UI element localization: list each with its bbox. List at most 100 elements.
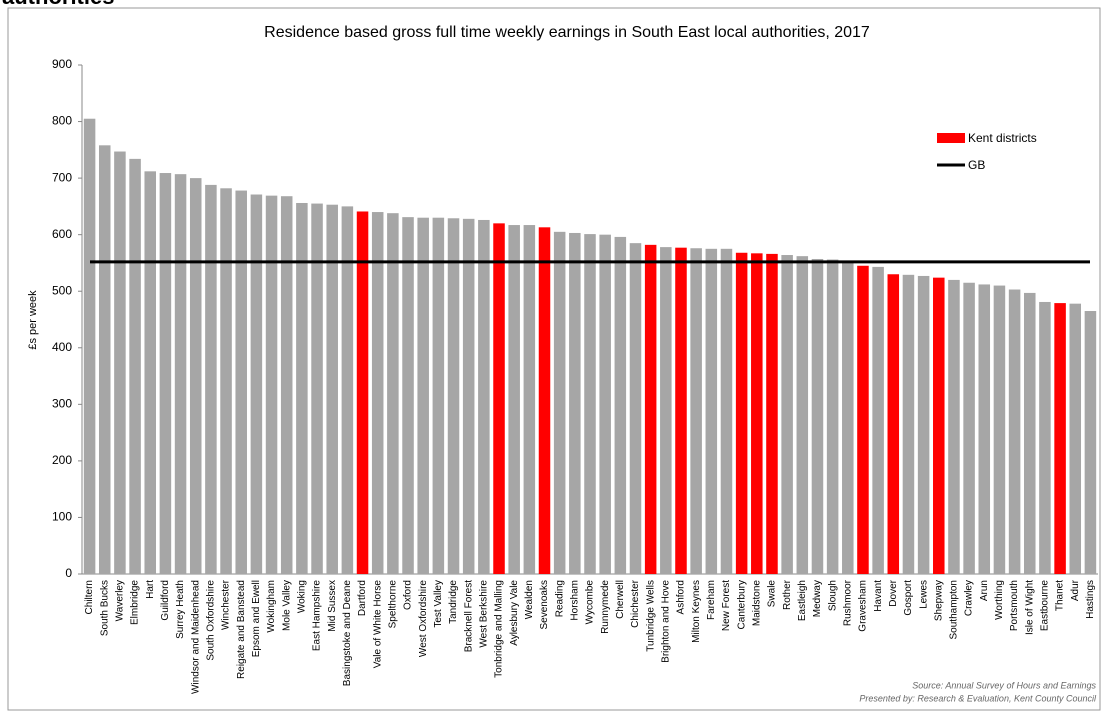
bar — [660, 247, 672, 574]
x-tick-label: Tonbridge and Malling — [494, 580, 505, 678]
y-axis-label: £s per week — [27, 290, 39, 350]
x-tick-label: Wealden — [524, 580, 535, 619]
bar — [174, 174, 187, 574]
x-tick-label: Reading — [554, 580, 565, 617]
x-tick-label: Portsmouth — [1009, 580, 1020, 631]
x-tick-label: Rother — [782, 579, 793, 610]
x-tick-label: Hastings — [1085, 580, 1096, 619]
bar — [599, 234, 611, 574]
bar — [447, 218, 460, 574]
bar — [963, 282, 975, 574]
x-tick-label: Woking — [297, 580, 308, 613]
x-tick-label: Waverley — [115, 580, 126, 621]
bar — [432, 217, 445, 574]
bar — [1008, 289, 1021, 574]
bar — [280, 196, 293, 574]
legend-label: Kent districts — [968, 131, 1037, 145]
legend-swatch — [937, 133, 965, 143]
x-tick-label: Southampton — [949, 580, 960, 640]
x-tick-label: Tunbridge Wells — [645, 580, 656, 652]
bar — [523, 225, 536, 574]
x-tick-label: Dover — [888, 579, 899, 606]
bar — [220, 188, 232, 574]
x-tick-label: Epsom and Ewell — [251, 580, 262, 657]
bar — [326, 204, 338, 575]
bar — [1039, 301, 1051, 574]
bar — [508, 225, 520, 574]
x-tick-label: Spelthorne — [388, 580, 399, 629]
x-tick-label: Chichester — [630, 579, 641, 627]
y-tick-label: 0 — [65, 566, 72, 580]
bar — [720, 248, 733, 575]
bar — [493, 223, 505, 574]
bar — [129, 158, 141, 575]
bar — [902, 274, 915, 574]
bar — [993, 285, 1006, 574]
bar — [371, 212, 384, 575]
x-tick-label: Runnymede — [600, 580, 611, 634]
x-tick-label: Hart — [145, 580, 156, 599]
bar — [250, 194, 263, 575]
x-tick-label: Basingstoke and Deane — [342, 580, 353, 687]
x-tick-label: Crawley — [964, 580, 975, 616]
bar — [1054, 303, 1066, 574]
x-tick-label: Havant — [873, 580, 884, 612]
y-tick-label: 800 — [52, 114, 72, 128]
source-note: Presented by: Research & Evaluation, Ken… — [859, 693, 1097, 703]
source-note: Source: Annual Survey of Hours and Earni… — [912, 680, 1096, 690]
bar — [675, 247, 687, 574]
bar — [341, 206, 354, 574]
x-tick-label: New Forest — [721, 580, 732, 631]
x-tick-label: Eastleigh — [797, 580, 808, 621]
x-tick-label: West Oxfordshire — [418, 580, 429, 657]
bar — [144, 171, 157, 574]
x-tick-label: Maidstone — [751, 580, 762, 627]
bar — [614, 236, 627, 574]
header-fragment: authorities — [2, 0, 114, 9]
x-tick-label: Rushmoor — [842, 579, 853, 626]
y-tick-label: 900 — [52, 57, 72, 71]
x-tick-label: South Bucks — [99, 580, 110, 636]
y-tick-label: 500 — [52, 283, 72, 297]
bar — [857, 265, 869, 574]
bar — [402, 217, 414, 574]
x-tick-label: Vale of White Horse — [372, 580, 383, 669]
x-tick-label: Winchester — [221, 579, 232, 630]
x-tick-label: Fareham — [706, 580, 717, 620]
x-tick-label: Milton Keynes — [691, 580, 702, 643]
bar — [917, 275, 930, 574]
x-tick-label: Brighton and Hove — [660, 580, 671, 663]
x-tick-label: Arun — [979, 580, 990, 601]
x-tick-label: Dartford — [357, 580, 368, 616]
bar — [887, 274, 900, 574]
x-tick-label: West Berkshire — [478, 580, 489, 648]
x-tick-label: Mole Valley — [281, 580, 292, 631]
x-tick-label: Bracknell Forest — [463, 580, 474, 652]
x-tick-label: South Oxfordshire — [206, 580, 217, 661]
bar — [644, 244, 657, 574]
bar — [629, 243, 642, 574]
x-tick-label: Horsham — [569, 580, 580, 621]
x-tick-label: Chiltern — [84, 580, 95, 614]
bar — [978, 284, 991, 574]
x-tick-label: Windsor and Maidenhead — [190, 580, 201, 694]
x-tick-label: Shepway — [933, 580, 944, 621]
bar — [1084, 311, 1097, 574]
bar — [781, 255, 793, 574]
bar — [811, 258, 824, 574]
x-tick-label: Gosport — [903, 580, 914, 616]
bar — [826, 259, 839, 574]
x-tick-label: Medway — [812, 580, 823, 617]
bar — [387, 213, 399, 575]
bar — [751, 253, 763, 574]
bar — [735, 252, 748, 574]
x-tick-label: Eastbourne — [1040, 580, 1051, 632]
bar — [705, 248, 718, 575]
bar — [311, 203, 323, 575]
x-tick-label: Wokingham — [266, 580, 277, 633]
bar — [114, 151, 126, 574]
bar — [417, 217, 429, 574]
bar — [159, 173, 172, 574]
